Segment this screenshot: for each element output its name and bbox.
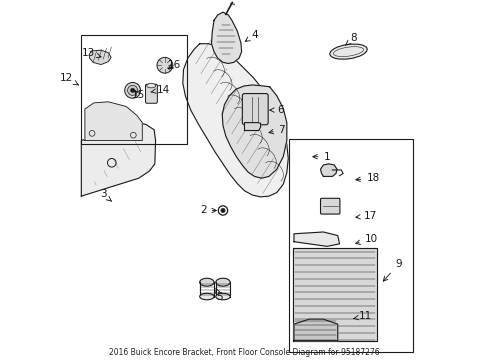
Text: 16: 16 [167, 60, 180, 70]
Text: 2016 Buick Encore Bracket, Front Floor Console Diagram for 95187276: 2016 Buick Encore Bracket, Front Floor C… [109, 348, 379, 357]
Circle shape [130, 88, 135, 93]
Text: 3: 3 [100, 189, 111, 201]
Ellipse shape [199, 293, 214, 300]
Ellipse shape [146, 84, 155, 88]
Polygon shape [244, 123, 260, 131]
FancyBboxPatch shape [320, 198, 339, 214]
Text: 2: 2 [200, 206, 216, 216]
Circle shape [157, 57, 172, 73]
Text: 7: 7 [268, 125, 285, 135]
Circle shape [124, 82, 140, 98]
Polygon shape [211, 12, 241, 63]
Text: 17: 17 [355, 211, 376, 221]
Text: 6: 6 [269, 105, 283, 115]
Text: 15: 15 [132, 90, 145, 100]
Text: 13: 13 [81, 48, 101, 58]
Text: 11: 11 [353, 311, 372, 321]
Polygon shape [89, 50, 111, 64]
Ellipse shape [215, 293, 230, 300]
Text: 5: 5 [215, 288, 222, 302]
Text: 8: 8 [345, 33, 356, 45]
Circle shape [221, 208, 224, 213]
Text: 18: 18 [355, 173, 379, 183]
Polygon shape [293, 319, 337, 341]
Polygon shape [292, 248, 376, 341]
Polygon shape [85, 102, 142, 140]
Text: 14: 14 [151, 85, 169, 95]
Polygon shape [81, 123, 155, 196]
Ellipse shape [215, 278, 230, 286]
Text: 4: 4 [245, 30, 258, 41]
Polygon shape [293, 232, 339, 246]
Text: 12: 12 [60, 73, 78, 85]
Polygon shape [320, 164, 336, 176]
Bar [289, 139, 412, 352]
Text: 9: 9 [383, 259, 401, 281]
Bar [81, 35, 187, 144]
Polygon shape [183, 44, 287, 197]
Text: 10: 10 [355, 234, 377, 244]
FancyBboxPatch shape [242, 94, 267, 125]
Text: 1: 1 [312, 152, 329, 162]
Ellipse shape [199, 278, 214, 286]
Ellipse shape [329, 44, 366, 59]
FancyBboxPatch shape [145, 84, 157, 103]
Circle shape [127, 85, 137, 95]
Polygon shape [222, 85, 286, 178]
